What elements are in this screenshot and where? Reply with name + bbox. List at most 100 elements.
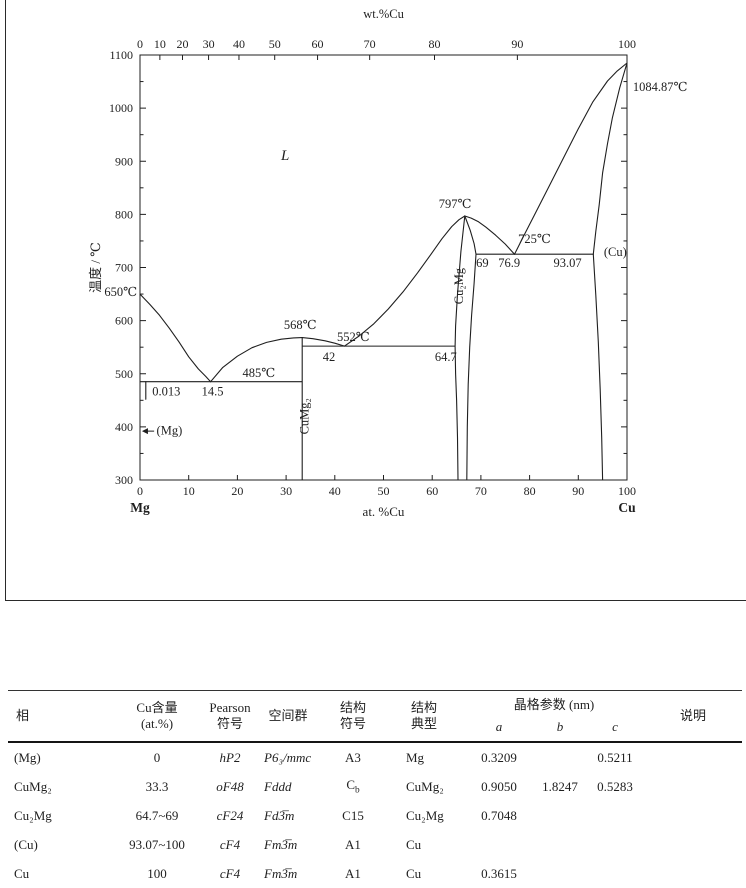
cell-notes (644, 859, 742, 888)
cell-cu-content: 100 (147, 865, 167, 881)
header-line: Pearson (209, 699, 251, 715)
y-axis-title: 温度 / ℃ (88, 242, 103, 293)
cell-structure-type: Cu (406, 836, 422, 852)
cell-notes (644, 742, 742, 772)
top-tick-label: 70 (364, 37, 376, 51)
cell-space-group: Fm3̅m (264, 836, 298, 852)
header-line: (at.%) (140, 716, 174, 732)
y-tick-label: 700 (115, 261, 133, 275)
cell-space-group: Fm3̅m (264, 865, 298, 881)
y-tick-label: 1100 (109, 48, 133, 62)
cell-pearson-symbol: cF4 (219, 836, 241, 852)
cell-notes (644, 772, 742, 801)
cell-structure-type: Cu (406, 865, 422, 881)
top-tick-label: 80 (428, 37, 440, 51)
top-tick-label: 10 (154, 37, 166, 51)
corner-label-mg: Mg (130, 500, 150, 515)
col-header-lattice-params: 晶格参数 (nm) (513, 697, 595, 712)
cell-structure-symbol: Cb (346, 777, 360, 797)
table-section: 相 Cu含量 (at.%) Pearson 符号 空间群 结构 符号 (8, 690, 742, 888)
cell-lattice-a (464, 830, 534, 859)
col-header-structure-type: 结构 典型 (384, 690, 464, 744)
cell-lattice-c: 0.5211 (597, 749, 633, 765)
col-header-phase: 相 (8, 690, 108, 744)
corner-label-cu: Cu (618, 500, 636, 515)
x-tick-label: 90 (572, 484, 584, 498)
phase-diagram: 0 10 20 30 40 50 60 70 80 90 100300400500600700800… (88, 7, 687, 519)
x-tick-label: 40 (329, 484, 341, 498)
plot-annotation: 485℃ (242, 366, 275, 380)
curve-liquidus-cumg2-right (301, 337, 346, 347)
y-tick-label: 500 (115, 367, 133, 381)
cell-lattice-c (586, 801, 644, 830)
plot-annotation: 69 (476, 256, 489, 270)
cell-cu-content: 0 (153, 749, 161, 765)
y-tick-label: 400 (115, 420, 133, 434)
cell-lattice-b (534, 801, 586, 830)
col-header-pearson: Pearson 符号 (206, 690, 254, 744)
cell-lattice-b (534, 859, 586, 888)
x-tick-label: 0 (137, 484, 143, 498)
cell-lattice-a: 0.7048 (481, 807, 517, 823)
bottom-axis-title: at. %Cu (363, 504, 405, 519)
col-header-c: c (586, 715, 644, 744)
top-tick-label: 100 (618, 37, 636, 51)
plot-annotation: 650℃ (104, 285, 137, 299)
curve-liquidus-cu2mg-right (464, 215, 516, 255)
plot-annotation: CuMg₂ (298, 398, 312, 434)
table-header-row-2: a b c (8, 715, 742, 744)
curve-liquidus-cu (513, 62, 628, 255)
cell-structure-symbol: A1 (345, 865, 361, 881)
curve-cu2mg-right-boundary (464, 215, 477, 481)
header-line: 结构 (410, 699, 437, 715)
y-tick-label: 1000 (109, 101, 133, 115)
top-tick-label: 90 (511, 37, 523, 51)
header-line: 符号 (339, 716, 366, 732)
x-tick-label: 10 (183, 484, 195, 498)
cell-structure-symbol: C15 (342, 807, 364, 823)
cell-lattice-b (534, 830, 586, 859)
plot-annotation: 42 (323, 350, 336, 364)
mg-arrow-head (141, 428, 148, 435)
curve-solidus-cu (592, 62, 628, 255)
section-divider (5, 600, 746, 601)
curve-liquidus-cumg2-left (210, 337, 303, 383)
cell-lattice-a: 0.3615 (481, 865, 517, 881)
cell-notes (644, 830, 742, 859)
plot-annotation: 64.7 (435, 350, 457, 364)
cell-structure-symbol: A3 (345, 749, 361, 765)
col-header-a: a (464, 715, 534, 744)
table-body: (Mg) 0 hP2 P6₃/mmc A3 Mg 0.3209 0.5211 CuMg₂ 33.3… (8, 742, 742, 888)
curve-liquidus-cu2mg-left (343, 215, 466, 347)
top-tick-label: 20 (177, 37, 189, 51)
plot-annotation: 797℃ (439, 197, 472, 211)
crystal-structure-table: 相 Cu含量 (at.%) Pearson 符号 空间群 结构 符号 (8, 690, 742, 888)
cell-space-group: Fddd (264, 778, 292, 794)
plot-annotation: (Mg) (157, 423, 183, 437)
header-line: 符号 (216, 716, 243, 732)
cell-cu-content: 64.7~69 (135, 807, 179, 823)
top-tick-label: 0 (137, 37, 143, 51)
plot-annotation: 76.9 (498, 256, 520, 270)
cell-phase: CuMg₂ (14, 778, 52, 794)
top-tick-label: 50 (269, 37, 281, 51)
x-tick-label: 100 (618, 484, 636, 498)
x-tick-label: 30 (280, 484, 292, 498)
cell-pearson-symbol: cF24 (216, 807, 244, 823)
plot-annotation: (Cu) (604, 245, 627, 259)
curve-solvus-cu (592, 253, 604, 481)
table-row: Cu 100 cF4 Fm3̅m A1 Cu 0.3615 (8, 859, 742, 888)
plot-annotation: 552℃ (337, 330, 370, 344)
col-header-structure-symbol: 结构 符号 (322, 690, 384, 744)
table-row: (Mg) 0 hP2 P6₃/mmc A3 Mg 0.3209 0.5211 (8, 742, 742, 772)
table-row: Cu₂Mg 64.7~69 cF24 Fd3̅m C15 Cu₂Mg 0.7048 (8, 801, 742, 830)
cell-phase: (Mg) (14, 749, 41, 765)
cell-cu-content: 93.07~100 (129, 836, 185, 852)
cell-structure-type: Cu₂Mg (406, 807, 444, 823)
plot-annotation: 93.07 (554, 256, 582, 270)
table-header-row-1: 相 Cu含量 (at.%) Pearson 符号 空间群 结构 符号 (8, 690, 742, 744)
header-line: 结构 (339, 699, 366, 715)
header-line: 典型 (410, 716, 437, 732)
cell-phase: (Cu) (14, 836, 38, 852)
